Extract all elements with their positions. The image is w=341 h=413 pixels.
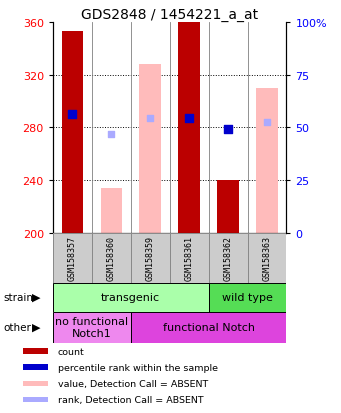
Bar (139, 65, 161, 233)
Bar (131, 233, 170, 283)
Text: strain: strain (3, 292, 33, 302)
Text: GSM158357: GSM158357 (68, 236, 77, 280)
Text: count: count (58, 347, 85, 356)
Bar (209, 233, 248, 283)
Bar (131, 312, 286, 343)
Point (225, 126, 231, 133)
Text: GSM158363: GSM158363 (263, 236, 271, 280)
Text: ▶: ▶ (32, 322, 40, 332)
Bar (256, 88, 278, 233)
Bar (217, 180, 239, 233)
Text: rank, Detection Call = ABSENT: rank, Detection Call = ABSENT (58, 395, 204, 404)
Bar (53, 283, 209, 312)
Text: wild type: wild type (222, 292, 273, 302)
Point (264, 119, 270, 126)
Text: percentile rank within the sample: percentile rank within the sample (58, 363, 218, 372)
Bar (178, 23, 200, 233)
Bar (101, 189, 122, 233)
Bar (23, 381, 48, 386)
Bar (23, 365, 48, 370)
Point (70, 112, 75, 118)
Bar (209, 283, 286, 312)
Bar (53, 312, 131, 343)
Text: GSM158360: GSM158360 (107, 236, 116, 280)
Text: ▶: ▶ (32, 292, 40, 302)
Text: GSM158362: GSM158362 (224, 236, 233, 280)
Point (108, 131, 114, 138)
Text: functional Notch: functional Notch (163, 322, 255, 332)
Bar (23, 349, 48, 354)
Bar (23, 397, 48, 402)
Text: GSM158361: GSM158361 (184, 236, 194, 280)
Text: other: other (3, 322, 31, 332)
Bar (53, 233, 92, 283)
Point (147, 116, 153, 122)
Title: GDS2848 / 1454221_a_at: GDS2848 / 1454221_a_at (81, 8, 258, 22)
Text: transgenic: transgenic (101, 292, 160, 302)
Text: GSM158359: GSM158359 (146, 236, 155, 280)
Text: value, Detection Call = ABSENT: value, Detection Call = ABSENT (58, 379, 208, 388)
Point (187, 116, 192, 122)
Text: no functional
Notch1: no functional Notch1 (55, 316, 128, 338)
Bar (248, 233, 286, 283)
Bar (170, 233, 209, 283)
Bar (62, 32, 83, 233)
Bar (92, 233, 131, 283)
